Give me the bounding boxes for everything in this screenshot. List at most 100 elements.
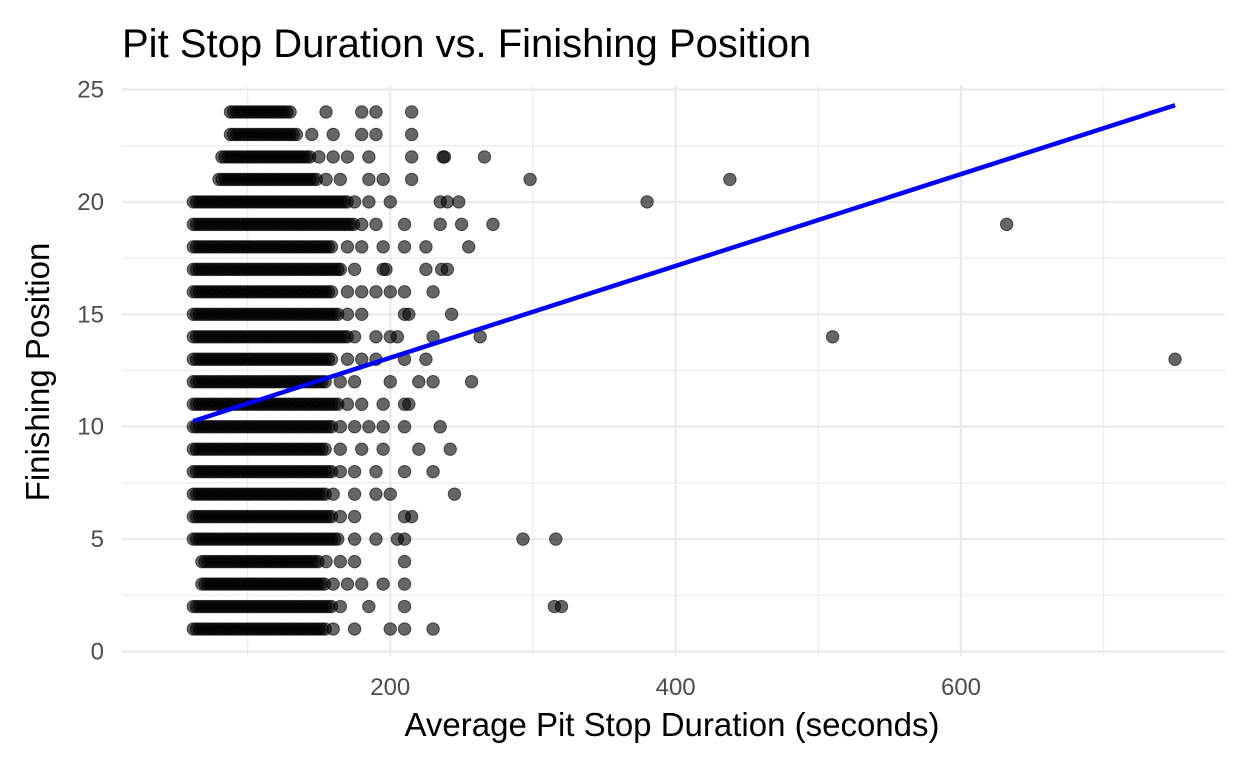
data-point xyxy=(369,330,383,344)
y-tick-label: 20 xyxy=(77,189,104,216)
data-point xyxy=(312,150,326,164)
data-point xyxy=(419,262,433,277)
data-point xyxy=(404,509,419,524)
data-point xyxy=(333,599,348,614)
y-tick-label: 5 xyxy=(91,526,104,553)
data-points xyxy=(186,105,1182,636)
data-point xyxy=(426,285,440,299)
data-point xyxy=(397,599,412,614)
data-point xyxy=(347,375,362,389)
data-point xyxy=(362,195,376,209)
y-tick-label: 10 xyxy=(77,414,104,441)
data-point xyxy=(340,150,355,164)
data-point xyxy=(383,622,397,636)
data-point xyxy=(402,397,416,411)
data-point xyxy=(486,217,500,232)
data-point xyxy=(426,464,440,479)
data-point xyxy=(362,172,376,187)
data-point xyxy=(426,622,440,636)
data-point xyxy=(319,172,333,187)
data-point xyxy=(333,464,348,479)
data-point xyxy=(326,150,340,164)
data-point xyxy=(333,262,348,277)
data-point xyxy=(355,397,369,411)
data-point xyxy=(462,240,476,254)
data-point xyxy=(369,105,383,119)
data-point xyxy=(347,420,362,434)
data-point xyxy=(347,622,362,636)
data-point xyxy=(340,307,355,321)
data-point xyxy=(419,352,433,366)
data-point xyxy=(397,420,412,434)
data-point xyxy=(390,330,405,344)
data-point xyxy=(319,105,333,119)
data-point xyxy=(397,285,412,299)
data-point xyxy=(1168,352,1182,366)
data-point xyxy=(340,240,355,254)
y-axis-ticks: 0 5 10 15 20 25 xyxy=(77,76,104,665)
data-point xyxy=(305,127,319,142)
data-point xyxy=(549,532,563,546)
data-point xyxy=(464,375,479,389)
data-point xyxy=(369,532,383,546)
data-point xyxy=(376,442,390,456)
data-point xyxy=(440,195,455,209)
data-point xyxy=(340,285,355,299)
data-point xyxy=(355,285,369,299)
data-point xyxy=(419,240,433,254)
data-point xyxy=(283,105,297,119)
data-point xyxy=(447,487,462,501)
y-axis-title: Finishing Position xyxy=(19,243,56,502)
data-point xyxy=(452,195,466,209)
data-point xyxy=(397,554,412,569)
data-point xyxy=(355,442,369,456)
data-point xyxy=(397,240,412,254)
data-point xyxy=(355,577,369,591)
data-point xyxy=(640,195,654,209)
data-point xyxy=(383,487,397,501)
y-tick-label: 15 xyxy=(77,301,104,328)
data-point xyxy=(355,105,369,119)
data-point xyxy=(412,375,426,389)
data-point xyxy=(347,487,362,501)
data-point xyxy=(443,442,457,456)
data-point xyxy=(477,150,492,164)
data-point xyxy=(333,420,348,434)
data-point xyxy=(397,217,412,232)
data-point xyxy=(340,397,355,411)
data-point xyxy=(362,150,376,164)
y-tick-label: 0 xyxy=(91,639,104,666)
data-point xyxy=(355,127,369,142)
data-point xyxy=(433,217,447,232)
data-point xyxy=(355,217,369,232)
trend-line xyxy=(192,103,1176,424)
data-point xyxy=(333,509,348,524)
data-point xyxy=(516,532,530,546)
data-point xyxy=(362,599,376,614)
data-point xyxy=(369,217,383,232)
x-tick-label: 400 xyxy=(656,674,696,701)
data-point xyxy=(340,352,355,366)
grid xyxy=(122,85,1225,656)
data-point xyxy=(347,532,362,546)
data-point xyxy=(376,420,390,434)
data-point xyxy=(404,105,419,119)
data-point xyxy=(333,442,348,456)
data-point xyxy=(444,307,459,321)
data-point xyxy=(347,509,362,524)
data-point xyxy=(434,262,449,277)
data-point xyxy=(437,150,452,164)
data-point xyxy=(723,172,737,187)
data-point xyxy=(376,172,390,187)
data-point xyxy=(999,217,1014,232)
data-point xyxy=(362,420,376,434)
data-point xyxy=(369,285,383,299)
data-point xyxy=(402,307,416,321)
data-point xyxy=(426,375,440,389)
data-point xyxy=(347,554,362,569)
data-point xyxy=(347,195,362,209)
data-point xyxy=(333,554,348,569)
data-point xyxy=(383,285,397,299)
data-point xyxy=(289,127,304,142)
